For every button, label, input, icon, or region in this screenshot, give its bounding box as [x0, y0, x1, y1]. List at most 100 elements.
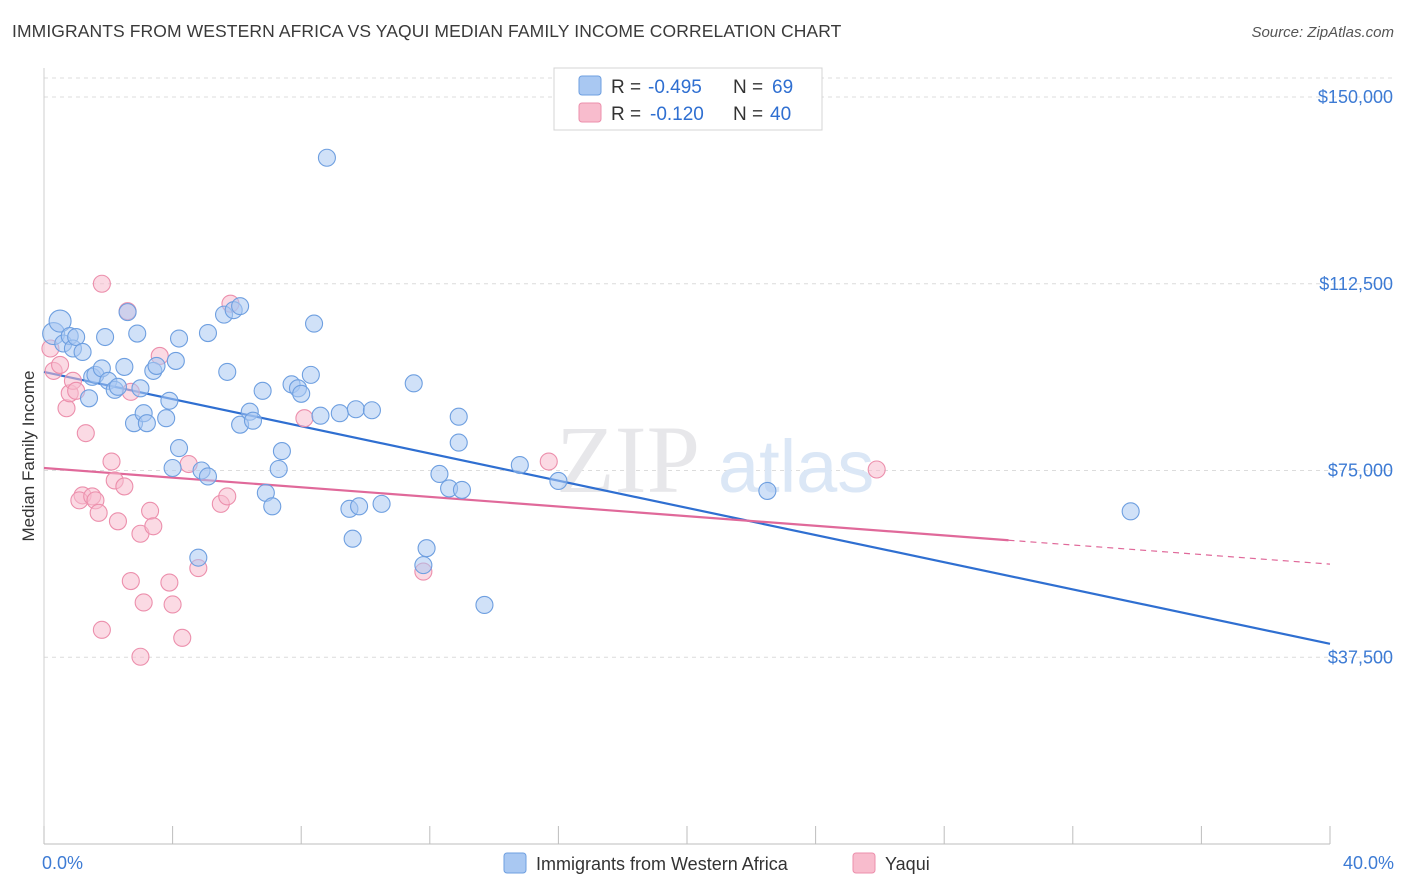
western-africa-point [128, 324, 147, 343]
western-africa-point [243, 411, 263, 430]
western-africa-point [510, 455, 529, 475]
western-africa-point [549, 471, 568, 491]
western-africa-point [169, 329, 189, 348]
yaqui-point [141, 501, 160, 520]
western-africa-point [137, 414, 156, 433]
x-tick-label: 0.0% [42, 853, 83, 873]
western-africa-point [115, 357, 134, 376]
bottom-legend-blue-swatch [503, 852, 527, 874]
western-africa-point [218, 362, 237, 381]
bottom-legend-pink-label: Yaqui [885, 854, 930, 874]
yaqui-point [867, 460, 886, 479]
western-africa-point [404, 374, 423, 393]
yaqui-point [102, 452, 121, 471]
western-africa-point [372, 494, 391, 513]
western-africa-point [108, 377, 127, 396]
series-legend: Immigrants from Western Africa Yaqui [503, 852, 930, 874]
western-africa-point [475, 595, 494, 615]
legend-blue-r-value: -0.495 [648, 77, 702, 98]
yaqui-point [163, 595, 182, 614]
axes [43, 68, 1331, 845]
western-africa-point [189, 548, 208, 567]
yaqui-point [51, 355, 70, 374]
yaqui-point [76, 424, 95, 443]
source-label: Source: ZipAtlas.com [1251, 24, 1394, 41]
watermark-atlas: atlas [718, 425, 874, 508]
western-africa-point [79, 389, 99, 408]
western-africa-point [67, 327, 86, 347]
y-axis-title: Median Family Income [19, 370, 38, 541]
watermark-zip: ZIP [556, 406, 700, 513]
western-africa-point [160, 391, 179, 410]
legend-blue-r-label: R = [611, 77, 641, 98]
yaqui-point [218, 487, 237, 506]
yaqui-point [89, 503, 108, 522]
yaqui-point [173, 628, 192, 647]
western-africa-point [311, 406, 330, 425]
yaqui-point [92, 274, 111, 293]
western-africa-point [263, 497, 282, 516]
legend-blue-n-value: 69 [772, 77, 793, 98]
western-africa-point [118, 303, 137, 322]
western-africa-point [169, 439, 189, 458]
western-africa-point [1121, 502, 1140, 521]
western-africa-point [231, 297, 250, 316]
western-africa-point [301, 365, 320, 384]
western-africa-point [430, 464, 449, 484]
western-africa-point [346, 400, 365, 419]
grid-lines [44, 77, 1396, 658]
legend-pink-n-value: 40 [770, 104, 791, 125]
western-africa-point [317, 148, 336, 167]
western-africa-point [73, 342, 92, 362]
yaqui-point [108, 512, 127, 531]
western-africa-point [166, 351, 185, 370]
yaqui-point [144, 517, 163, 536]
bottom-legend-pink-swatch [852, 852, 876, 874]
x-tick-label: 40.0% [1343, 853, 1394, 873]
correlation-legend: R = -0.495 N = 69 R = -0.120 N = 40 [553, 67, 823, 131]
legend-pink-r-value: -0.120 [650, 104, 704, 125]
legend-blue-swatch [578, 75, 602, 96]
x-tick-labels: 0.0% 40.0% [42, 853, 1394, 873]
western-africa-point [449, 407, 468, 426]
western-africa-point [343, 529, 362, 548]
western-africa-point [269, 459, 288, 479]
western-africa-point [452, 480, 472, 499]
yaqui-point [134, 593, 153, 612]
yaqui-point [539, 452, 558, 471]
watermark: ZIP atlas [556, 406, 874, 513]
western-africa-point [157, 409, 176, 428]
yaqui-trend-extension [1008, 539, 1331, 565]
chart-title: IMMIGRANTS FROM WESTERN AFRICA VS YAQUI … [12, 21, 842, 41]
western-africa-point [96, 327, 115, 347]
western-africa-point [362, 401, 381, 420]
western-africa-point [131, 379, 150, 398]
western-africa-point [163, 458, 182, 478]
yaqui-point [295, 409, 314, 428]
western-africa-points [42, 148, 1140, 615]
western-africa-point [272, 442, 291, 461]
western-africa-point [48, 309, 72, 333]
yaqui-point [121, 572, 140, 591]
yaqui-point [131, 647, 150, 666]
western-africa-point [147, 356, 166, 375]
yaqui-point [160, 573, 179, 592]
y-tick-labels: $37,500 $75,000 $112,500 $150,000 [1318, 87, 1393, 667]
western-africa-point [417, 539, 436, 558]
y-tick-label: $150,000 [1318, 87, 1393, 107]
western-africa-point [253, 381, 272, 400]
legend-pink-n-label: N = [733, 104, 763, 125]
y-tick-label: $37,500 [1328, 647, 1393, 667]
legend-blue-n-label: N = [733, 77, 763, 98]
western-africa-point [305, 314, 324, 333]
western-africa-point [449, 433, 468, 452]
western-africa-point [758, 481, 777, 500]
western-africa-point [414, 556, 433, 575]
western-africa-point [198, 324, 218, 343]
legend-pink-r-label: R = [611, 104, 641, 125]
bottom-legend-blue-label: Immigrants from Western Africa [536, 854, 789, 874]
y-tick-label: $112,500 [1319, 274, 1393, 294]
western-africa-point [198, 467, 218, 486]
western-africa-point [350, 497, 369, 516]
